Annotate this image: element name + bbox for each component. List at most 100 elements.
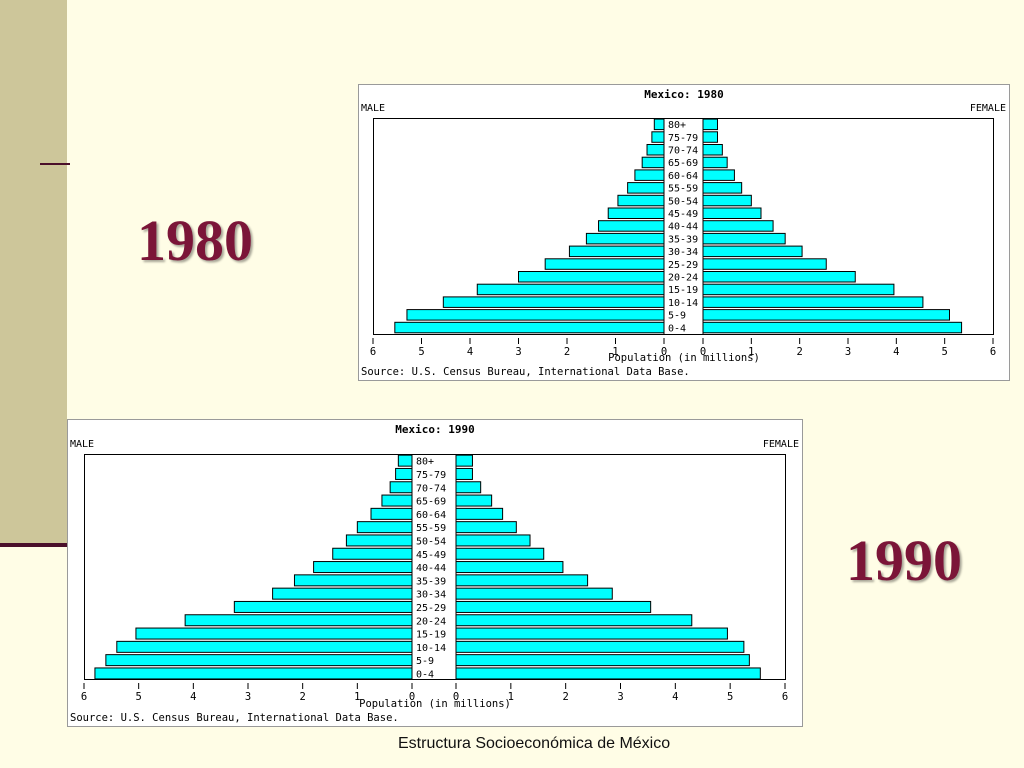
age-label-45-49: 45-49 <box>416 550 446 561</box>
age-label-0-4: 0-4 <box>668 323 686 334</box>
chart-title: Mexico: 1990 <box>395 423 474 436</box>
male-bar-10-14 <box>116 640 413 653</box>
male-bar-0-4 <box>394 321 665 334</box>
year-label-1980: 1980 <box>137 208 253 273</box>
female-bar-75-79 <box>455 467 473 480</box>
male-bar-50-54 <box>345 534 413 547</box>
male-bar-70-74 <box>389 481 413 494</box>
female-bar-45-49 <box>702 207 762 219</box>
age-label-80+: 80+ <box>416 457 434 468</box>
female-bar-0-4 <box>702 321 963 334</box>
female-bar-20-24 <box>455 614 693 627</box>
male-bar-20-24 <box>518 271 665 283</box>
age-label-50-54: 50-54 <box>416 536 446 547</box>
age-label-30-34: 30-34 <box>668 247 698 258</box>
female-bar-50-54 <box>702 194 752 207</box>
male-bars <box>394 118 665 334</box>
male-bar-55-59 <box>356 521 413 534</box>
male-tick-label-2: 2 <box>564 346 570 358</box>
age-label-65-69: 65-69 <box>668 158 698 169</box>
age-label-75-79: 75-79 <box>668 133 698 144</box>
male-bar-30-34 <box>272 587 413 600</box>
age-label-45-49: 45-49 <box>668 209 698 220</box>
female-bar-25-29 <box>702 258 827 270</box>
age-label-80+: 80+ <box>668 120 686 131</box>
male-bar-60-64 <box>634 169 665 181</box>
male-bars <box>94 454 413 680</box>
male-tick-label-6: 6 <box>370 346 376 358</box>
male-bar-5-9 <box>105 654 413 667</box>
male-bar-20-24 <box>184 614 413 627</box>
plot-area <box>84 454 786 680</box>
age-label-70-74: 70-74 <box>416 483 446 494</box>
year-label-1990: 1990 <box>846 528 962 593</box>
age-label-35-39: 35-39 <box>416 576 446 587</box>
male-bar-10-14 <box>442 296 665 308</box>
age-group-labels: 80+75-7970-7465-6960-6455-5950-5445-4940… <box>668 120 698 334</box>
female-bar-30-34 <box>702 245 803 258</box>
x-axis-label: Population (in millions) <box>359 698 511 710</box>
female-tick-label-1: 1 <box>748 346 754 358</box>
male-bar-15-19 <box>135 627 413 640</box>
age-group-labels: 80+ 75-79 70-74 65-69 60-64 55-59 50-54 45-49 40… <box>416 457 446 681</box>
female-bar-70-74 <box>702 144 723 156</box>
female-bar-35-39 <box>702 232 786 245</box>
decorative-rule-bottom <box>0 543 72 547</box>
female-bar-50-54 <box>455 534 531 547</box>
male-tick-label-5: 5 <box>418 346 424 358</box>
age-label-15-19: 15-19 <box>416 630 446 641</box>
male-bar-55-59 <box>627 182 665 194</box>
male-bar-80+ <box>653 118 665 131</box>
left-side-band <box>0 0 67 545</box>
age-label-20-24: 20-24 <box>416 616 446 627</box>
female-bar-25-29 <box>455 600 652 613</box>
male-bar-60-64 <box>370 507 413 520</box>
female-bar-40-44 <box>455 561 564 574</box>
age-label-60-64: 60-64 <box>668 171 698 182</box>
age-label-25-29: 25-29 <box>668 260 698 271</box>
female-bar-10-14 <box>455 640 745 653</box>
age-label-0-4: 0-4 <box>416 669 434 680</box>
male-bar-25-29 <box>544 258 665 270</box>
male-bar-35-39 <box>585 232 665 245</box>
age-label-15-19: 15-19 <box>668 285 698 296</box>
male-bar-5-9 <box>406 309 665 321</box>
female-tick-label-3: 3 <box>845 346 851 358</box>
age-label-75-79: 75-79 <box>416 470 446 481</box>
chart-title: Mexico: 1980 <box>644 88 723 101</box>
age-label-55-59: 55-59 <box>416 523 446 534</box>
female-tick-label-5: 5 <box>727 691 733 703</box>
male-bar-45-49 <box>607 207 665 219</box>
female-bar-35-39 <box>455 574 589 587</box>
male-bar-50-54 <box>617 194 665 207</box>
female-bar-40-44 <box>702 220 774 232</box>
female-tick-label-6: 6 <box>782 691 788 703</box>
female-bar-5-9 <box>702 309 950 321</box>
male-label: MALE <box>361 103 385 114</box>
female-tick-label-2: 2 <box>563 691 569 703</box>
plot-area <box>373 118 994 335</box>
age-label-60-64: 60-64 <box>416 510 446 521</box>
male-bar-80+ <box>397 454 413 467</box>
male-tick-label-3: 3 <box>515 346 521 358</box>
source-note: Source: U.S. Census Bureau, Internationa… <box>361 366 690 378</box>
female-bars <box>702 118 963 334</box>
female-bar-55-59 <box>455 521 517 534</box>
age-label-40-44: 40-44 <box>416 563 446 574</box>
female-tick-label-2: 2 <box>797 346 803 358</box>
male-tick-label-1: 1 <box>354 691 360 703</box>
female-bars <box>455 454 761 680</box>
male-bar-70-74 <box>646 144 665 156</box>
female-bar-15-19 <box>455 627 728 640</box>
x-axis-label: Population (in millions) <box>608 352 760 364</box>
male-tick-label-6: 6 <box>81 691 87 703</box>
male-bar-40-44 <box>313 561 413 574</box>
female-bar-10-14 <box>702 296 924 308</box>
female-bar-30-34 <box>455 587 613 600</box>
female-bar-15-19 <box>702 283 895 296</box>
age-label-65-69: 65-69 <box>416 497 446 508</box>
female-tick-label-0: 0 <box>453 691 459 703</box>
male-bar-25-29 <box>233 600 413 613</box>
female-bar-55-59 <box>702 182 743 194</box>
male-tick-label-3: 3 <box>245 691 251 703</box>
